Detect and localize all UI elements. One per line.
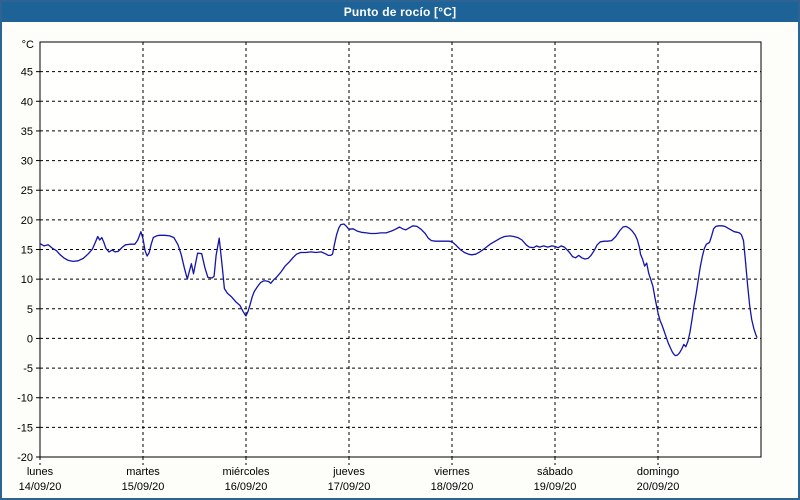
- x-day-name-label: lunes: [27, 466, 54, 478]
- y-tick-label: 20: [21, 215, 33, 227]
- x-day-date-label: 17/09/20: [328, 481, 371, 493]
- x-day-date-label: 20/09/20: [637, 481, 680, 493]
- y-tick-label: 40: [21, 96, 33, 108]
- y-tick-label: -20: [17, 452, 33, 464]
- x-day-name-label: martes: [126, 466, 160, 478]
- y-tick-label: 45: [21, 67, 33, 79]
- plot-border: [39, 41, 762, 458]
- chart-canvas: 45 40 35 30 25 20 15 10 5 0 -5 -10 -15 -20 °C lunes 14/0…: [17, 39, 762, 493]
- window-title: Punto de rocío [°C]: [343, 5, 457, 19]
- x-day-date-label: 19/09/20: [534, 481, 577, 493]
- x-day-date-label: 18/09/20: [431, 481, 474, 493]
- x-day-date-label: 14/09/20: [19, 481, 62, 493]
- y-tick-label: -5: [23, 363, 33, 375]
- y-tick-label: 0: [27, 333, 33, 345]
- y-tick-label: 30: [21, 156, 33, 168]
- x-day-date-label: 16/09/20: [225, 481, 268, 493]
- y-tick-label: 5: [27, 304, 33, 316]
- y-tick-label: 15: [21, 245, 33, 257]
- x-day-name-label: sábado: [537, 466, 573, 478]
- x-day-name-label: miércoles: [222, 466, 270, 478]
- dew-point-chart: 45 40 35 30 25 20 15 10 5 0 -5 -10 -15 -20 °C lunes 14/0…: [2, 22, 798, 498]
- title-bar: Punto de rocío [°C]: [2, 2, 798, 22]
- y-tick-label: 25: [21, 185, 33, 197]
- x-day-name-label: domingo: [637, 466, 679, 478]
- y-tick-label: 35: [21, 126, 33, 138]
- y-tick-label: 10: [21, 274, 33, 286]
- y-axis-unit-label: °C: [22, 39, 34, 51]
- x-day-name-label: jueves: [332, 466, 365, 478]
- y-tick-label: -10: [17, 393, 33, 405]
- x-day-date-label: 15/09/20: [122, 481, 165, 493]
- x-day-name-label: viernes: [434, 466, 470, 478]
- y-tick-label: -15: [17, 422, 33, 434]
- dew-point-line: [39, 223, 758, 357]
